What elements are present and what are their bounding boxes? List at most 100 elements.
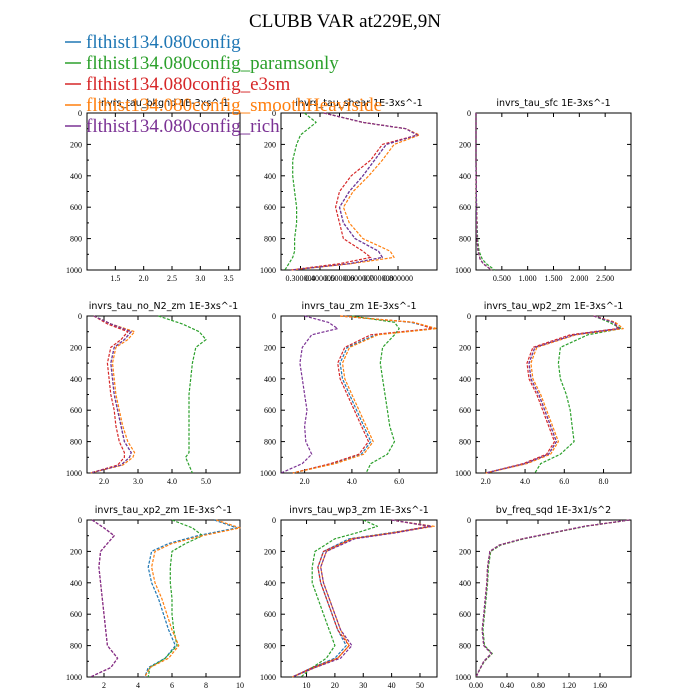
series-line-1 [292, 315, 436, 474]
x-tick-label: 1.500 [545, 274, 563, 283]
y-tick-label: 400 [459, 579, 471, 588]
legend: flthist134.080configflthist134.080config… [65, 32, 382, 137]
x-tick-label: 40 [388, 681, 396, 690]
plot-frame [475, 112, 632, 271]
panel-9: bv_freq_sqd 1E-3x1/s^2020040060080010000… [455, 505, 632, 690]
legend-entry: flthist134.080config_paramsonly [86, 53, 339, 74]
series-line-2 [475, 519, 630, 678]
y-tick-label: 800 [70, 438, 82, 447]
plot-frame [280, 315, 438, 474]
x-tick-label: 0.600000 [344, 274, 374, 283]
plot-frame [86, 315, 241, 474]
series-line-2 [534, 315, 622, 474]
y-tick-label: 200 [264, 547, 276, 556]
panel-title: invrs_tau_zm 1E-3xs^-1 [302, 301, 417, 312]
y-tick-label: 800 [70, 642, 82, 651]
y-tick-label: 0 [78, 109, 82, 118]
series-line-4 [475, 519, 630, 678]
y-tick-label: 400 [459, 375, 471, 384]
y-tick-label: 200 [459, 140, 471, 149]
y-tick-label: 200 [70, 140, 82, 149]
y-tick-label: 400 [264, 579, 276, 588]
x-tick-label: 0.400000 [305, 274, 335, 283]
y-tick-label: 1000 [260, 266, 276, 275]
x-tick-label: 2.0 [481, 477, 491, 486]
panel-title: invrs_tau_bkgnd 1E-3xs^-1 [98, 98, 228, 109]
x-tick-label: 6.0 [394, 477, 404, 486]
y-tick-label: 800 [264, 642, 276, 651]
y-tick-label: 0 [467, 109, 471, 118]
plot-frame [475, 519, 632, 678]
legend-entry: flthist134.080config_e3sm [86, 74, 290, 95]
y-tick-label: 0 [272, 312, 276, 321]
series-line-1 [144, 519, 238, 678]
y-tick-label: 1000 [260, 469, 276, 478]
panel-3: invrs_tau_sfc 1E-3xs^-1 0 200 400 600 800 1000… [455, 98, 632, 283]
y-tick-label: 200 [264, 343, 276, 352]
x-tick-label: 0.800000 [383, 274, 413, 283]
y-tick-label: 800 [70, 235, 82, 244]
y-tick-label: 600 [70, 610, 82, 619]
x-tick-label: 4.0 [520, 477, 530, 486]
series-line-4 [290, 112, 420, 271]
series-line-2 [351, 315, 400, 474]
series-line-4 [485, 315, 624, 474]
y-tick-label: 0 [272, 109, 276, 118]
series-line-5 [90, 315, 132, 474]
x-tick-label: 2 [102, 681, 106, 690]
x-tick-label: 0.40 [500, 681, 514, 690]
series-line-5 [475, 113, 492, 271]
legend-entry: flthist134.080config_smoothHeaviside [86, 95, 382, 116]
legend-entry: flthist134.080config_rich [86, 116, 280, 137]
panel-title: invrs_tau_wp2_zm 1E-3xs^-1 [484, 301, 624, 312]
y-tick-label: 600 [70, 203, 82, 212]
y-tick-label: 200 [459, 343, 471, 352]
y-tick-label: 1000 [66, 469, 82, 478]
panel-2: invrs_tau_shear 1E-3xs^-1 0 200 400 600 800 10… [260, 98, 438, 283]
panel-title: invrs_tau_sfc 1E-3xs^-1 [496, 98, 610, 109]
series-line-4 [90, 315, 136, 474]
plot-frame [280, 519, 438, 678]
series-line-5 [292, 519, 432, 678]
y-tick-label: 1000 [455, 673, 471, 682]
panel-1: invrs_tau_bkgnd 1E-3xs^-1 0 200 400 600 800 10… [66, 98, 241, 283]
y-tick-label: 0 [78, 516, 82, 525]
series-line-1 [292, 519, 432, 678]
series-line-3 [475, 113, 492, 271]
y-tick-label: 400 [459, 172, 471, 181]
y-tick-label: 0 [78, 312, 82, 321]
x-tick-label: 1.000 [519, 274, 537, 283]
series-line-4 [475, 113, 492, 271]
x-tick-label: 2.5 [167, 274, 177, 283]
y-tick-label: 600 [459, 406, 471, 415]
y-tick-label: 400 [264, 172, 276, 181]
y-tick-label: 400 [70, 579, 82, 588]
y-tick-label: 600 [70, 406, 82, 415]
x-tick-label: 6 [170, 681, 174, 690]
x-tick-label: 0.500000 [325, 274, 355, 283]
y-tick-label: 400 [70, 172, 82, 181]
x-tick-label: 1.20 [562, 681, 576, 690]
y-tick-label: 400 [70, 375, 82, 384]
y-tick-label: 1000 [260, 673, 276, 682]
y-tick-label: 800 [459, 642, 471, 651]
panels-group: invrs_tau_bkgnd 1E-3xs^-1020040060080010… [66, 98, 632, 690]
panel-title: bv_freq_sqd 1E-3x1/s^2 [496, 505, 611, 516]
y-tick-label: 800 [459, 438, 471, 447]
x-tick-label: 2.000 [570, 274, 588, 283]
y-tick-label: 0 [467, 516, 471, 525]
x-tick-label: 1.60 [593, 681, 607, 690]
series-line-3 [90, 519, 119, 678]
series-line-5 [90, 519, 119, 678]
x-tick-label: 2.0 [139, 274, 149, 283]
x-tick-label: 0.00 [469, 681, 483, 690]
y-tick-label: 200 [70, 547, 82, 556]
x-tick-label: 4.0 [347, 477, 357, 486]
y-tick-label: 1000 [66, 266, 82, 275]
y-tick-label: 800 [264, 235, 276, 244]
panel-8: invrs_tau_wp3_zm 1E-3xs^-1 0 200 400 600 800 1… [260, 505, 438, 690]
y-tick-label: 400 [264, 375, 276, 384]
y-tick-label: 0 [467, 312, 471, 321]
x-tick-label: 3.0 [195, 274, 205, 283]
series-line-1 [475, 519, 630, 678]
